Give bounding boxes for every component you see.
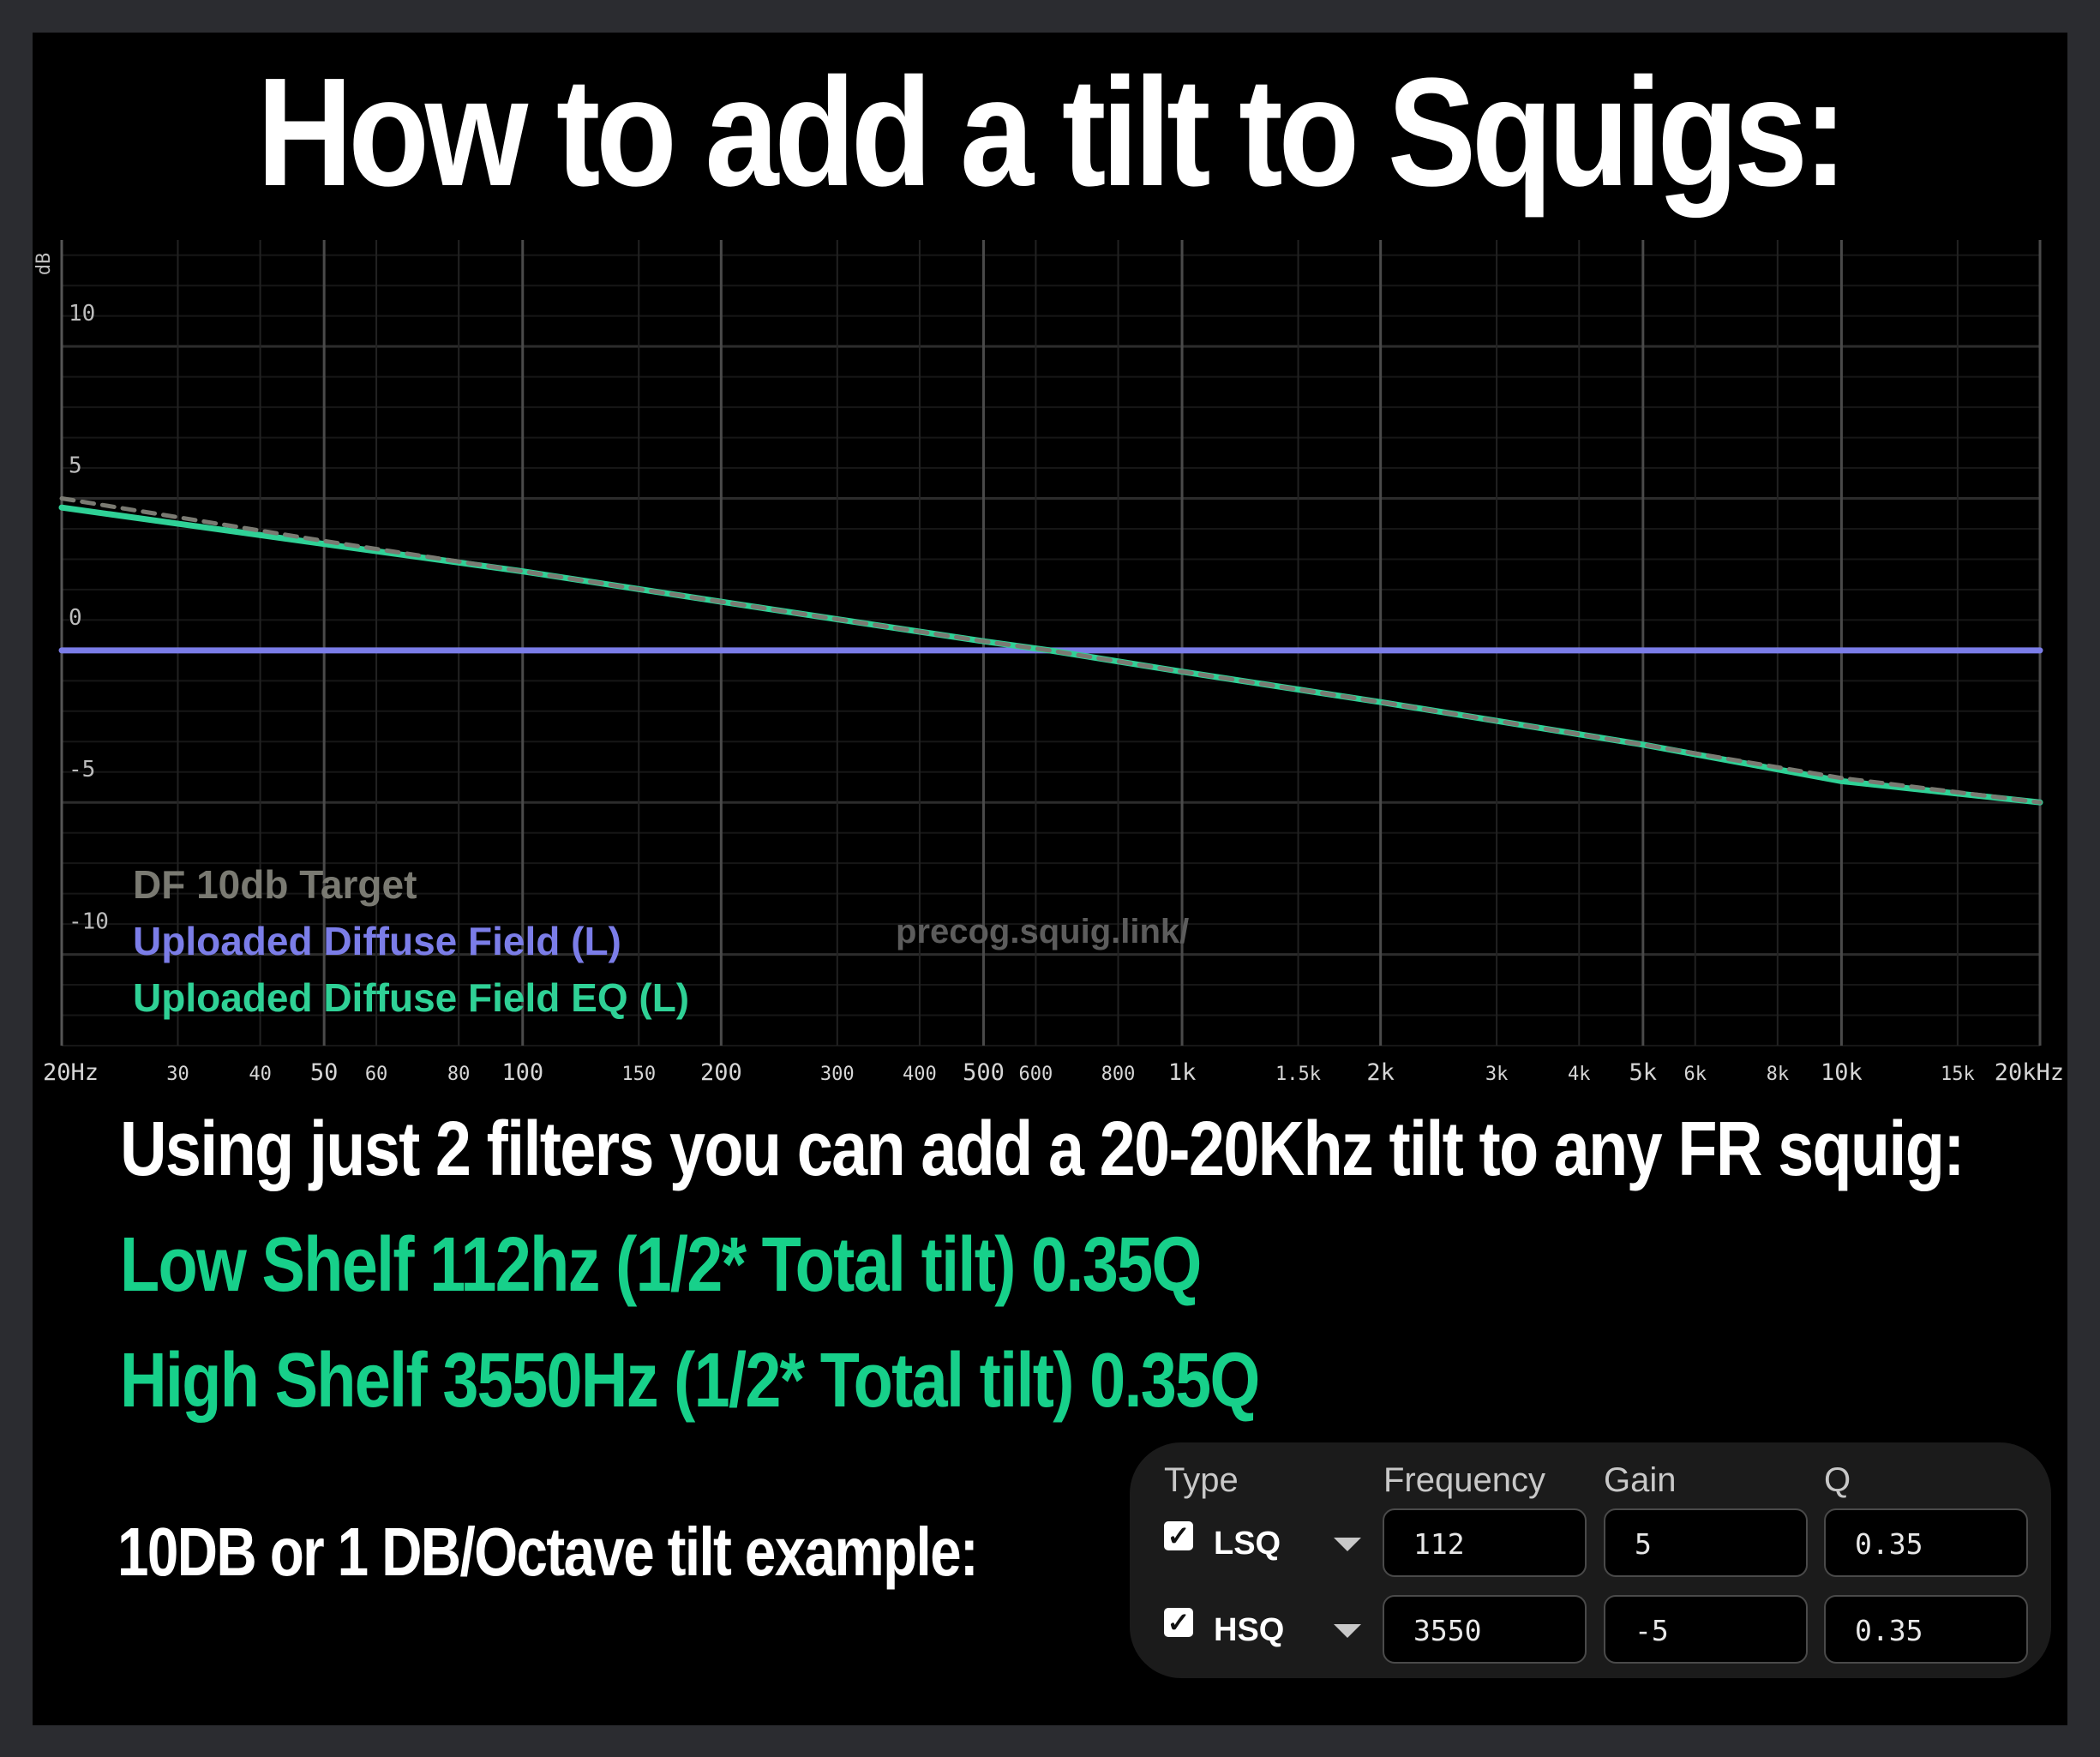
legend-entry: Uploaded Diffuse Field EQ (L) xyxy=(133,975,689,1020)
x-tick-label: 300 xyxy=(820,1064,855,1085)
chevron-down-icon[interactable] xyxy=(1334,1538,1361,1551)
x-tick-label: 2k xyxy=(1366,1059,1395,1086)
x-tick-label: 8k xyxy=(1767,1064,1790,1085)
eq-header-gain: Gain xyxy=(1604,1461,1677,1499)
x-tick-label: 60 xyxy=(365,1064,388,1085)
chevron-down-icon[interactable] xyxy=(1334,1624,1361,1638)
x-tick-label: 15k xyxy=(1941,1064,1975,1085)
frequency-input[interactable]: 112 xyxy=(1383,1508,1587,1577)
y-tick-label: 10 xyxy=(69,301,95,327)
series-line xyxy=(59,496,2043,805)
series-line xyxy=(58,504,2043,806)
x-tick-label: 40 xyxy=(249,1064,272,1085)
caption-low-shelf: Low Shelf 112hz (1/2* Total tilt) 0.35Q xyxy=(120,1222,1202,1308)
gain-input[interactable]: -5 xyxy=(1604,1595,1808,1664)
filter-type-select[interactable]: HSQ xyxy=(1214,1612,1285,1648)
eq-filter-row: ✓ LSQ 112 5 0.35 xyxy=(1130,1508,2051,1581)
filter-enabled-checkbox[interactable]: ✓ xyxy=(1164,1608,1193,1637)
eq-filter-panel: Type Frequency Gain Q ✓ LSQ 112 5 0.35 ✓… xyxy=(1130,1442,2051,1678)
x-tick-label: 5k xyxy=(1629,1059,1658,1086)
q-input[interactable]: 0.35 xyxy=(1824,1595,2028,1664)
page-title: How to add a tilt to Squigs: xyxy=(256,46,1848,219)
y-tick-label: 0 xyxy=(69,605,82,631)
legend-entry: DF 10db Target xyxy=(133,862,417,907)
x-tick-label: 6k xyxy=(1683,1064,1707,1085)
eq-header-q: Q xyxy=(1824,1461,1851,1499)
x-tick-label: 4k xyxy=(1568,1064,1591,1085)
caption-line-1: Using just 2 filters you can add a 20-20… xyxy=(120,1106,1965,1192)
x-tick-label: 10k xyxy=(1821,1059,1863,1086)
eq-header-frequency: Frequency xyxy=(1383,1461,1545,1499)
x-tick-label: 3k xyxy=(1485,1064,1509,1085)
y-tick-label: 5 xyxy=(69,453,82,479)
caption-example: 10DB or 1 DB/Octave tilt example: xyxy=(117,1514,979,1590)
watermark: precog.squig.link/ xyxy=(896,913,1189,950)
caption-high-shelf: High Shelf 3550Hz (1/2* Total tilt) 0.35… xyxy=(120,1338,1260,1424)
legend-entry: Uploaded Diffuse Field (L) xyxy=(133,919,621,963)
x-tick-label: 100 xyxy=(501,1059,543,1086)
eq-filter-row: ✓ HSQ 3550 -5 0.35 xyxy=(1130,1595,2051,1668)
y-axis-label: dB xyxy=(33,253,55,276)
gain-input[interactable]: 5 xyxy=(1604,1508,1808,1577)
y-tick-label: -10 xyxy=(69,909,109,935)
filter-type-select[interactable]: LSQ xyxy=(1214,1526,1281,1562)
x-tick-label: 1.5k xyxy=(1275,1064,1321,1085)
frequency-input[interactable]: 3550 xyxy=(1383,1595,1587,1664)
x-tick-label: 600 xyxy=(1019,1064,1053,1085)
x-tick-label: 20kHz xyxy=(1995,1059,2064,1086)
x-tick-label: 30 xyxy=(166,1064,189,1085)
filter-enabled-checkbox[interactable]: ✓ xyxy=(1164,1521,1193,1550)
x-tick-label: 500 xyxy=(963,1059,1005,1086)
x-tick-label: 20Hz xyxy=(43,1059,99,1086)
q-input[interactable]: 0.35 xyxy=(1824,1508,2028,1577)
x-tick-label: 150 xyxy=(621,1064,656,1085)
eq-header-type: Type xyxy=(1164,1461,1239,1499)
x-tick-label: 1k xyxy=(1168,1059,1197,1086)
x-tick-label: 50 xyxy=(310,1059,339,1086)
x-tick-label: 200 xyxy=(700,1059,742,1086)
x-tick-label: 800 xyxy=(1101,1064,1136,1085)
x-tick-label: 80 xyxy=(447,1064,471,1085)
x-tick-label: 400 xyxy=(903,1064,937,1085)
y-tick-label: -5 xyxy=(69,757,95,783)
